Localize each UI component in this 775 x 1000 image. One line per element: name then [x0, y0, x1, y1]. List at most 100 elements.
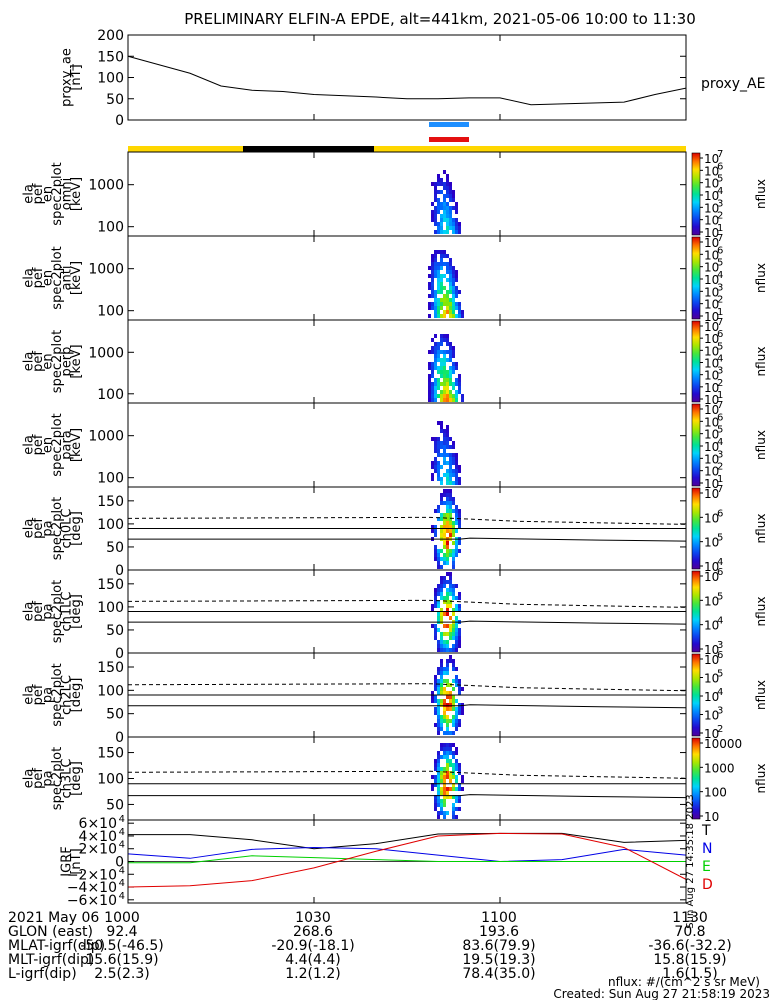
spectrogram-cell	[440, 214, 443, 218]
spectrogram-cell	[443, 541, 446, 545]
colorbar-tick-exponent: 7	[717, 149, 723, 160]
spectrogram-cell	[443, 580, 446, 584]
spectrogram-cell	[458, 719, 461, 723]
legend-N: N	[702, 841, 712, 857]
spectrogram-cell	[443, 461, 446, 465]
spectrogram-cell	[455, 553, 458, 557]
spectrogram-cell	[437, 286, 440, 290]
footer-value: -36.6(-32.2)	[648, 938, 731, 954]
spectrogram-cell	[452, 533, 455, 537]
spectrogram-cell	[461, 779, 464, 783]
spectrogram-cell	[455, 596, 458, 600]
ytick-label: 150	[97, 494, 124, 510]
spectrogram-cell	[431, 374, 434, 378]
spectrogram-cell	[446, 592, 449, 596]
spectrogram-cell	[437, 469, 440, 473]
spectrogram-cell	[446, 202, 449, 206]
spectrogram-cell	[428, 282, 431, 286]
spectrogram-cell	[434, 588, 437, 592]
spectrogram-cell	[443, 671, 446, 675]
spectrogram-cell	[455, 362, 458, 366]
spectrogram-cell	[437, 505, 440, 509]
spectrogram-cell	[434, 683, 437, 687]
spectrogram-cell	[440, 477, 443, 481]
colorbar-tick-label: 10	[704, 226, 719, 240]
spectrogram-cell	[449, 604, 452, 608]
spectrogram-cell	[455, 715, 458, 719]
spectrogram-cell	[449, 549, 452, 553]
ytick-label: 100	[97, 600, 124, 616]
spectrogram-cell	[440, 314, 443, 318]
ytick-label: 50	[106, 540, 124, 556]
spectrogram-cell	[455, 230, 458, 234]
spectrogram-cell	[446, 350, 449, 354]
spectrogram-cell	[458, 549, 461, 553]
spectrogram-cell	[431, 338, 434, 342]
spectrogram-cell	[449, 437, 452, 441]
loss-cone-line	[128, 620, 687, 625]
spectrogram-cell	[449, 390, 452, 394]
spectrogram-cell	[431, 624, 434, 628]
spectrogram-cell	[446, 473, 449, 477]
spectrogram-cell	[437, 565, 440, 569]
spectrogram-cell	[434, 398, 437, 402]
ylabel-line: ch1LC	[60, 592, 75, 632]
spectrogram-cell	[455, 640, 458, 644]
spectrogram-cell	[434, 270, 437, 274]
spectrogram-cell	[449, 489, 452, 493]
spectrogram-cell	[452, 274, 455, 278]
spectrogram-cell	[443, 521, 446, 525]
spectrogram-cell	[446, 767, 449, 771]
spectrogram-cell	[434, 218, 437, 222]
spectrogram-cell	[449, 719, 452, 723]
spectrogram-cell	[440, 687, 443, 691]
spectrogram-cell	[452, 715, 455, 719]
spectrogram-cell	[434, 636, 437, 640]
spectrogram-cell	[434, 723, 437, 727]
spectrogram-cell	[455, 707, 458, 711]
spectrogram-cell	[437, 763, 440, 767]
spectrogram-cell	[443, 699, 446, 703]
colorbar-tick-label: 100	[704, 786, 727, 800]
spectrogram-cell	[431, 202, 434, 206]
spectrogram-cell	[443, 214, 446, 218]
spectrogram-cell	[455, 545, 458, 549]
spectrogram-cell	[428, 398, 431, 402]
spectrogram-cell	[431, 210, 434, 214]
spectrogram-cell	[446, 608, 449, 612]
spectrogram-cell	[431, 386, 434, 390]
colorbar-tick-exponent: 7	[717, 484, 723, 495]
loss-cone-dashed-line	[127, 683, 687, 692]
spectrogram-cell	[443, 783, 446, 787]
spectrogram-cell	[443, 382, 446, 386]
spectrogram-cell	[452, 354, 455, 358]
spectrogram-cell	[437, 445, 440, 449]
spectrogram-cell	[452, 767, 455, 771]
colorbar-tick-exponent: 6	[717, 412, 723, 423]
spectrogram-cell	[434, 557, 437, 561]
ytick-label: −2×10	[67, 867, 117, 883]
spectrogram-cell	[449, 771, 452, 775]
spectrogram-cell	[461, 394, 464, 398]
footer-value: 19.5(19.3)	[462, 952, 535, 968]
spectrogram-cell	[440, 493, 443, 497]
spectrogram-cell	[440, 394, 443, 398]
spectrogram-cell	[446, 719, 449, 723]
spectrogram-cell	[452, 763, 455, 767]
spectrogram-cell	[428, 294, 431, 298]
spectrogram-cell	[440, 529, 443, 533]
spectrogram-cell	[449, 358, 452, 362]
spectrogram-cell	[443, 186, 446, 190]
spectrogram-cell	[449, 445, 452, 449]
spectrogram-cell	[443, 612, 446, 616]
spectrogram-cell	[446, 759, 449, 763]
panel-frame	[127, 151, 687, 237]
spectrogram-cell	[440, 667, 443, 671]
spectrogram-cell	[434, 628, 437, 632]
spectrogram-cell	[440, 525, 443, 529]
spectrogram-cell	[434, 394, 437, 398]
spectrogram-cell	[437, 779, 440, 783]
spectrogram-cell	[458, 465, 461, 469]
ytick-label: 100	[97, 220, 124, 236]
spectrogram-cell	[452, 632, 455, 636]
